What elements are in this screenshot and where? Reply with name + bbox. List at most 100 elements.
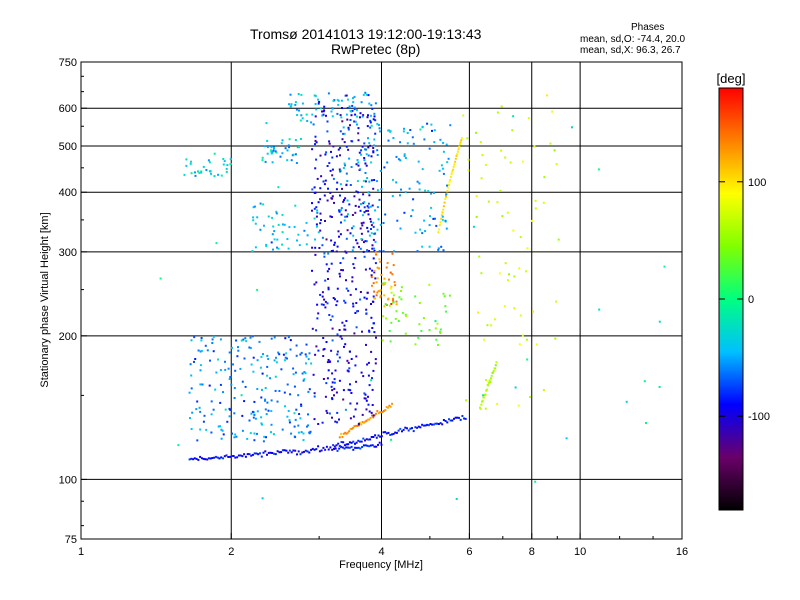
echo-point (250, 363, 253, 366)
echo-point (452, 168, 454, 171)
echo-point (297, 431, 300, 434)
echo-point (369, 417, 372, 419)
echo-point (322, 180, 325, 183)
echo-point (275, 151, 278, 154)
echo-point (356, 123, 358, 126)
echo-point (645, 422, 647, 424)
echo-point (372, 221, 375, 224)
echo-point (245, 340, 248, 343)
echo-point (304, 372, 307, 375)
echo-point (376, 277, 379, 280)
echo-point (341, 187, 343, 190)
echo-point (311, 148, 314, 151)
echo-point (391, 273, 394, 276)
echo-point (225, 170, 228, 173)
echo-point (408, 187, 411, 190)
echo-point (553, 149, 556, 152)
echo-point (366, 291, 369, 294)
echo-point (234, 433, 237, 436)
echo-point (359, 291, 362, 293)
echo-point (356, 159, 359, 161)
echo-point (305, 362, 307, 365)
echo-point (274, 389, 277, 392)
echo-point (339, 183, 342, 186)
echo-point (368, 194, 371, 197)
echo-point (294, 449, 297, 452)
echo-point (388, 404, 391, 407)
echo-point (342, 389, 345, 392)
echo-point (543, 176, 546, 179)
echo-point (330, 349, 333, 352)
echo-point (364, 439, 366, 442)
echo-point (392, 299, 395, 302)
echo-point (314, 353, 317, 356)
echo-point (296, 453, 298, 456)
echo-point (371, 404, 374, 406)
echo-point (294, 103, 297, 106)
echo-point (220, 428, 223, 431)
echo-point (378, 127, 381, 130)
echo-point (202, 420, 205, 423)
echo-point (212, 350, 215, 353)
echo-point (494, 367, 497, 370)
echo-point (374, 277, 377, 280)
echo-point (496, 111, 499, 114)
echo-point (294, 153, 297, 156)
echo-point (475, 195, 478, 198)
echo-point (332, 297, 335, 299)
echo-point (500, 149, 503, 152)
echo-point (311, 447, 314, 450)
echo-point (345, 432, 348, 435)
echo-point (273, 336, 276, 339)
echo-point (327, 369, 330, 372)
echo-point (362, 221, 365, 224)
echo-point (549, 142, 552, 145)
echo-point (346, 180, 349, 182)
echo-point (333, 445, 336, 448)
echo-point (445, 310, 448, 313)
echo-point (483, 338, 486, 341)
echo-point (358, 245, 360, 248)
echo-point (241, 414, 244, 417)
echo-point (392, 297, 394, 300)
echo-point (443, 201, 446, 204)
echo-point (297, 233, 300, 236)
echo-point (324, 306, 327, 309)
echo-point (418, 188, 421, 191)
echo-point (297, 394, 300, 397)
echo-point (366, 125, 369, 128)
echo-point (321, 244, 324, 247)
echo-point (411, 136, 414, 139)
echo-point (360, 423, 363, 426)
echo-point (279, 155, 282, 158)
echo-point (447, 186, 450, 189)
echo-point (421, 125, 424, 128)
echo-point (271, 452, 274, 454)
echo-point (385, 304, 388, 306)
echo-point (341, 138, 344, 141)
echo-point (370, 379, 373, 382)
echo-point (336, 449, 339, 452)
echo-point (358, 198, 361, 201)
echo-point (331, 115, 334, 118)
echo-point (315, 206, 318, 209)
echo-point (372, 282, 375, 285)
echo-point (365, 148, 368, 151)
echo-point (461, 415, 464, 417)
echo-point (456, 416, 459, 419)
echo-point (317, 231, 320, 234)
echo-point (208, 161, 211, 164)
echo-point (339, 262, 342, 264)
echo-point (367, 94, 370, 97)
echo-point (337, 442, 340, 445)
echo-point (339, 335, 342, 338)
echo-point (388, 129, 391, 132)
echo-point (294, 418, 297, 421)
echo-point (198, 406, 201, 409)
echo-point (424, 189, 427, 192)
echo-point (332, 99, 335, 102)
echo-point (343, 219, 346, 222)
echo-point (442, 141, 445, 144)
echo-point (334, 420, 337, 423)
echo-point (316, 225, 318, 228)
